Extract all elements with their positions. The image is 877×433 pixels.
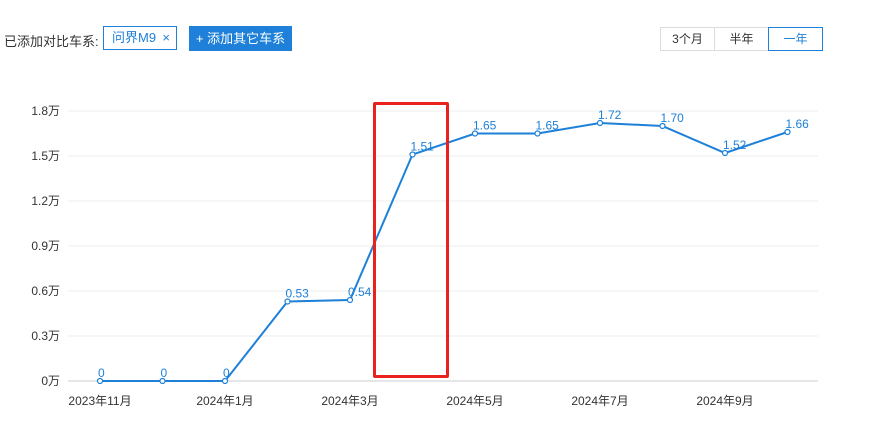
data-point	[471, 130, 479, 137]
range-half-year-button[interactable]: 半年	[714, 27, 769, 51]
data-label: 1.65	[536, 119, 560, 133]
x-tick-label: 2024年5月	[446, 394, 503, 408]
add-series-button[interactable]: + 添加其它车系	[189, 26, 292, 51]
series-line	[100, 121, 788, 382]
y-tick-label: 1.5万	[31, 149, 60, 163]
y-tick-label: 0.3万	[31, 329, 60, 343]
y-tick-label: 1.8万	[31, 104, 60, 118]
x-tick-label: 2024年9月	[696, 394, 753, 408]
data-point	[659, 122, 666, 130]
data-point	[721, 149, 729, 157]
data-label: 0	[161, 366, 168, 380]
series-tag-label: 问界M9	[112, 30, 157, 45]
x-tick-label: 2024年1月	[196, 394, 253, 408]
y-tick-label: 0.6万	[31, 284, 60, 298]
x-tick-label: 2024年7月	[571, 394, 628, 408]
data-label: 1.51	[411, 140, 435, 154]
add-series-label: 添加其它车系	[207, 31, 286, 46]
data-point	[346, 296, 354, 304]
data-point	[96, 377, 104, 385]
data-label: 1.66	[786, 117, 810, 131]
data-label: 1.65	[473, 119, 497, 133]
data-point	[596, 119, 604, 127]
data-label: 1.70	[661, 111, 685, 125]
y-tick-label: 1.2万	[31, 194, 60, 208]
x-tick-label: 2024年3月	[321, 394, 378, 408]
range-selector: 3个月 半年 一年	[660, 27, 823, 51]
data-point	[221, 377, 229, 385]
data-point	[784, 128, 791, 136]
data-point	[409, 151, 416, 158]
data-label: 1.72	[598, 108, 622, 122]
y-tick-label: 0.9万	[31, 239, 60, 253]
x-tick-label: 2023年11月	[68, 394, 131, 408]
data-point	[284, 298, 291, 305]
range-one-year-button[interactable]: 一年	[768, 27, 823, 51]
data-point	[534, 130, 541, 137]
data-point	[159, 377, 166, 385]
added-series-label: 已添加对比车系:	[4, 34, 99, 49]
data-label: 1.52	[723, 138, 747, 152]
data-label: 0.54	[348, 285, 372, 299]
close-icon[interactable]: ×	[162, 30, 170, 45]
data-label: 0	[223, 366, 230, 380]
toolbar: 已添加对比车系: 问界M9 × + 添加其它车系 3个月 半年 一年	[0, 0, 877, 60]
data-label: 0.53	[286, 287, 310, 301]
series-tag-wenjie-m9[interactable]: 问界M9 ×	[103, 26, 177, 50]
data-label: 0	[98, 366, 105, 380]
y-tick-label: 0万	[41, 374, 60, 388]
plus-icon: +	[195, 31, 204, 46]
